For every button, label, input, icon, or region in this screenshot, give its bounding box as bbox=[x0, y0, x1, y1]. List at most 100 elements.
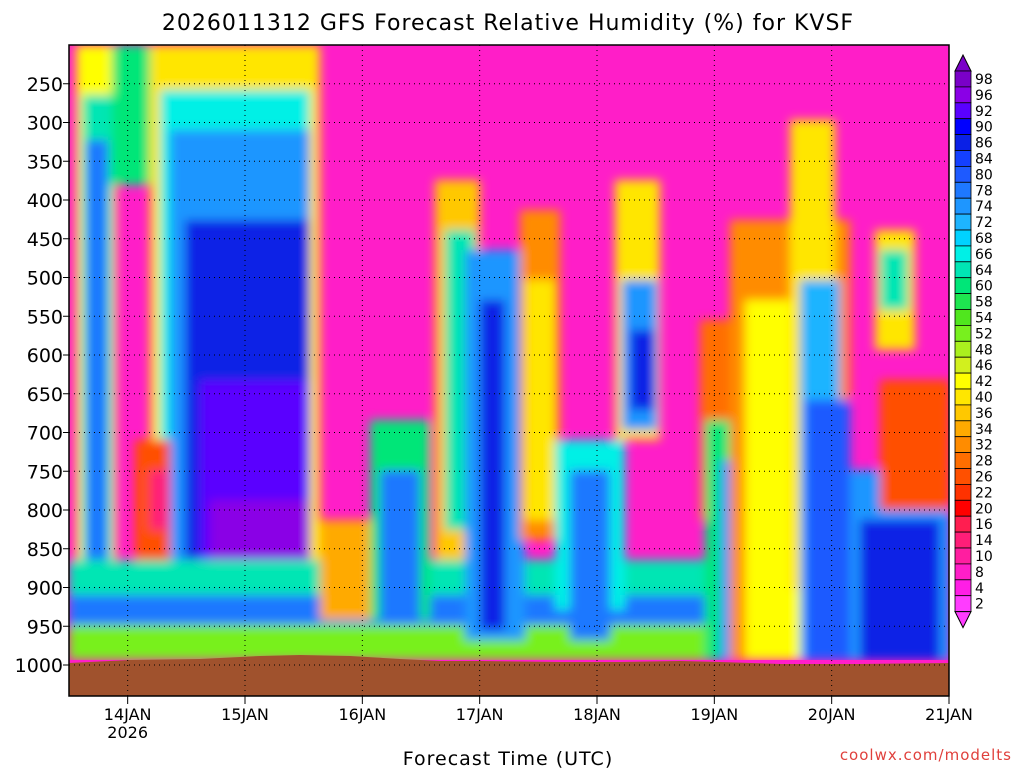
colorbar-label-42: 42 bbox=[975, 374, 993, 390]
rh-blob-23 bbox=[525, 280, 555, 520]
colorbar-swatch-84 bbox=[954, 150, 972, 167]
colorbar-label-92: 92 bbox=[975, 104, 993, 120]
y-tick-label-650: 650 bbox=[27, 384, 63, 406]
y-tick-label-850: 850 bbox=[27, 539, 63, 561]
colorbar-swatch-4 bbox=[954, 579, 972, 597]
colorbar-label-8: 8 bbox=[975, 565, 984, 581]
rh-blob-17 bbox=[380, 470, 420, 620]
colorbar-swatch-98 bbox=[954, 70, 972, 88]
rh-blob-38 bbox=[860, 520, 940, 660]
x-tick-label-16: 16JAN bbox=[338, 705, 386, 724]
colorbar-swatch-72 bbox=[954, 213, 972, 231]
chart-title: 2026011312 GFS Forecast Relative Humidit… bbox=[162, 11, 854, 36]
colorbar-swatch-92 bbox=[954, 102, 972, 120]
grid-lines bbox=[69, 45, 949, 696]
colorbar-label-90: 90 bbox=[975, 120, 993, 136]
y-tick-label-750: 750 bbox=[27, 461, 63, 483]
colorbar-swatch-86 bbox=[954, 134, 972, 151]
colorbar-label-22: 22 bbox=[975, 485, 993, 501]
rh-blob-25 bbox=[570, 470, 610, 640]
rh-blob-36 bbox=[805, 400, 850, 660]
colorbar-swatch-42 bbox=[954, 372, 972, 390]
colorbar-swatch-14 bbox=[954, 531, 972, 549]
y-tick-label-250: 250 bbox=[27, 74, 63, 96]
y-tick-label-450: 450 bbox=[27, 229, 63, 251]
colorbar-swatch-48 bbox=[954, 340, 972, 358]
x-tick-label-20: 20JAN bbox=[808, 705, 856, 724]
colorbar-swatch-22 bbox=[954, 483, 972, 501]
y-tick-label-1000: 1000 bbox=[15, 655, 63, 677]
colorbar-label-52: 52 bbox=[975, 326, 993, 342]
humidity-field bbox=[69, 45, 949, 660]
x-tick-label-19: 19JAN bbox=[690, 705, 738, 724]
y-tick-label-800: 800 bbox=[27, 500, 63, 522]
colorbar-label-72: 72 bbox=[975, 215, 993, 231]
colorbar-label-54: 54 bbox=[975, 310, 993, 326]
colorbar-label-60: 60 bbox=[975, 279, 993, 295]
rh-blob-11 bbox=[150, 470, 170, 530]
y-tick-label-900: 900 bbox=[27, 578, 63, 600]
y-tick-label-600: 600 bbox=[27, 345, 63, 367]
x-tick-label-21: 21JAN bbox=[925, 705, 973, 724]
rh-blob-41 bbox=[880, 380, 949, 510]
colorbar-swatch-80 bbox=[954, 165, 972, 183]
plot-frame bbox=[68, 44, 950, 697]
colorbar-label-68: 68 bbox=[975, 231, 993, 247]
colorbar-label-34: 34 bbox=[975, 422, 993, 438]
rh-blob-40 bbox=[880, 250, 908, 310]
colorbar-label-4: 4 bbox=[975, 581, 984, 597]
rh-blob-28 bbox=[630, 330, 655, 410]
credit-text: coolwx.com/modelts bbox=[840, 746, 1012, 764]
colorbar-label-36: 36 bbox=[975, 406, 993, 422]
colorbar-label-26: 26 bbox=[975, 469, 993, 485]
colorbar-label-96: 96 bbox=[975, 88, 993, 104]
colorbar-swatch-8 bbox=[954, 563, 972, 581]
colorbar-label-84: 84 bbox=[975, 151, 993, 167]
colorbar-label-58: 58 bbox=[975, 295, 993, 311]
colorbar-label-98: 98 bbox=[975, 72, 993, 88]
colorbar-label-48: 48 bbox=[975, 342, 993, 358]
y-tick-label-500: 500 bbox=[27, 268, 63, 290]
colorbar-swatch-64 bbox=[954, 261, 972, 279]
colorbar-label-64: 64 bbox=[975, 263, 993, 279]
rh-blob-15 bbox=[320, 520, 375, 620]
y-tick-label-300: 300 bbox=[27, 113, 63, 135]
colorbar-swatch-60 bbox=[954, 277, 972, 295]
y-tick-label-350: 350 bbox=[27, 151, 63, 173]
colorbar-swatch-66 bbox=[954, 245, 972, 263]
colorbar-swatch-58 bbox=[954, 293, 972, 310]
colorbar-label-10: 10 bbox=[975, 549, 993, 565]
colorbar-swatch-2 bbox=[954, 595, 972, 613]
colorbar-swatch-74 bbox=[954, 197, 972, 215]
y-tick-label-700: 700 bbox=[27, 423, 63, 445]
colorbar-label-74: 74 bbox=[975, 199, 993, 215]
y-tick-label-950: 950 bbox=[27, 616, 63, 638]
colorbar-label-66: 66 bbox=[975, 247, 993, 263]
colorbar-label-86: 86 bbox=[975, 136, 993, 152]
x-tick-sublabel-14: 2026 bbox=[107, 723, 148, 742]
colorbar-swatch-34 bbox=[954, 420, 972, 438]
colorbar: 9896929086848078747268666460585452484642… bbox=[954, 53, 993, 629]
x-tick-label-18: 18JAN bbox=[573, 705, 621, 724]
colorbar-swatch-90 bbox=[954, 118, 972, 135]
rh-blob-2 bbox=[86, 140, 108, 610]
x-tick-label-15: 15JAN bbox=[221, 705, 269, 724]
colorbar-label-46: 46 bbox=[975, 358, 993, 374]
colorbar-label-20: 20 bbox=[975, 501, 993, 517]
colorbar-swatch-40 bbox=[954, 388, 972, 406]
rh-blob-21 bbox=[480, 300, 505, 630]
y-tick-label-400: 400 bbox=[27, 190, 63, 212]
x-axis-title: Forecast Time (UTC) bbox=[403, 748, 613, 768]
colorbar-swatch-36 bbox=[954, 404, 972, 422]
colorbar-swatch-68 bbox=[954, 229, 972, 247]
colorbar-swatch-32 bbox=[954, 436, 972, 454]
colorbar-swatch-20 bbox=[954, 499, 972, 517]
x-tick-label-17: 17JAN bbox=[456, 705, 504, 724]
colorbar-swatch-16 bbox=[954, 515, 972, 533]
colorbar-label-40: 40 bbox=[975, 390, 993, 406]
colorbar-swatch-10 bbox=[954, 547, 972, 565]
colorbar-label-2: 2 bbox=[975, 597, 984, 613]
y-tick-label-550: 550 bbox=[27, 306, 63, 328]
